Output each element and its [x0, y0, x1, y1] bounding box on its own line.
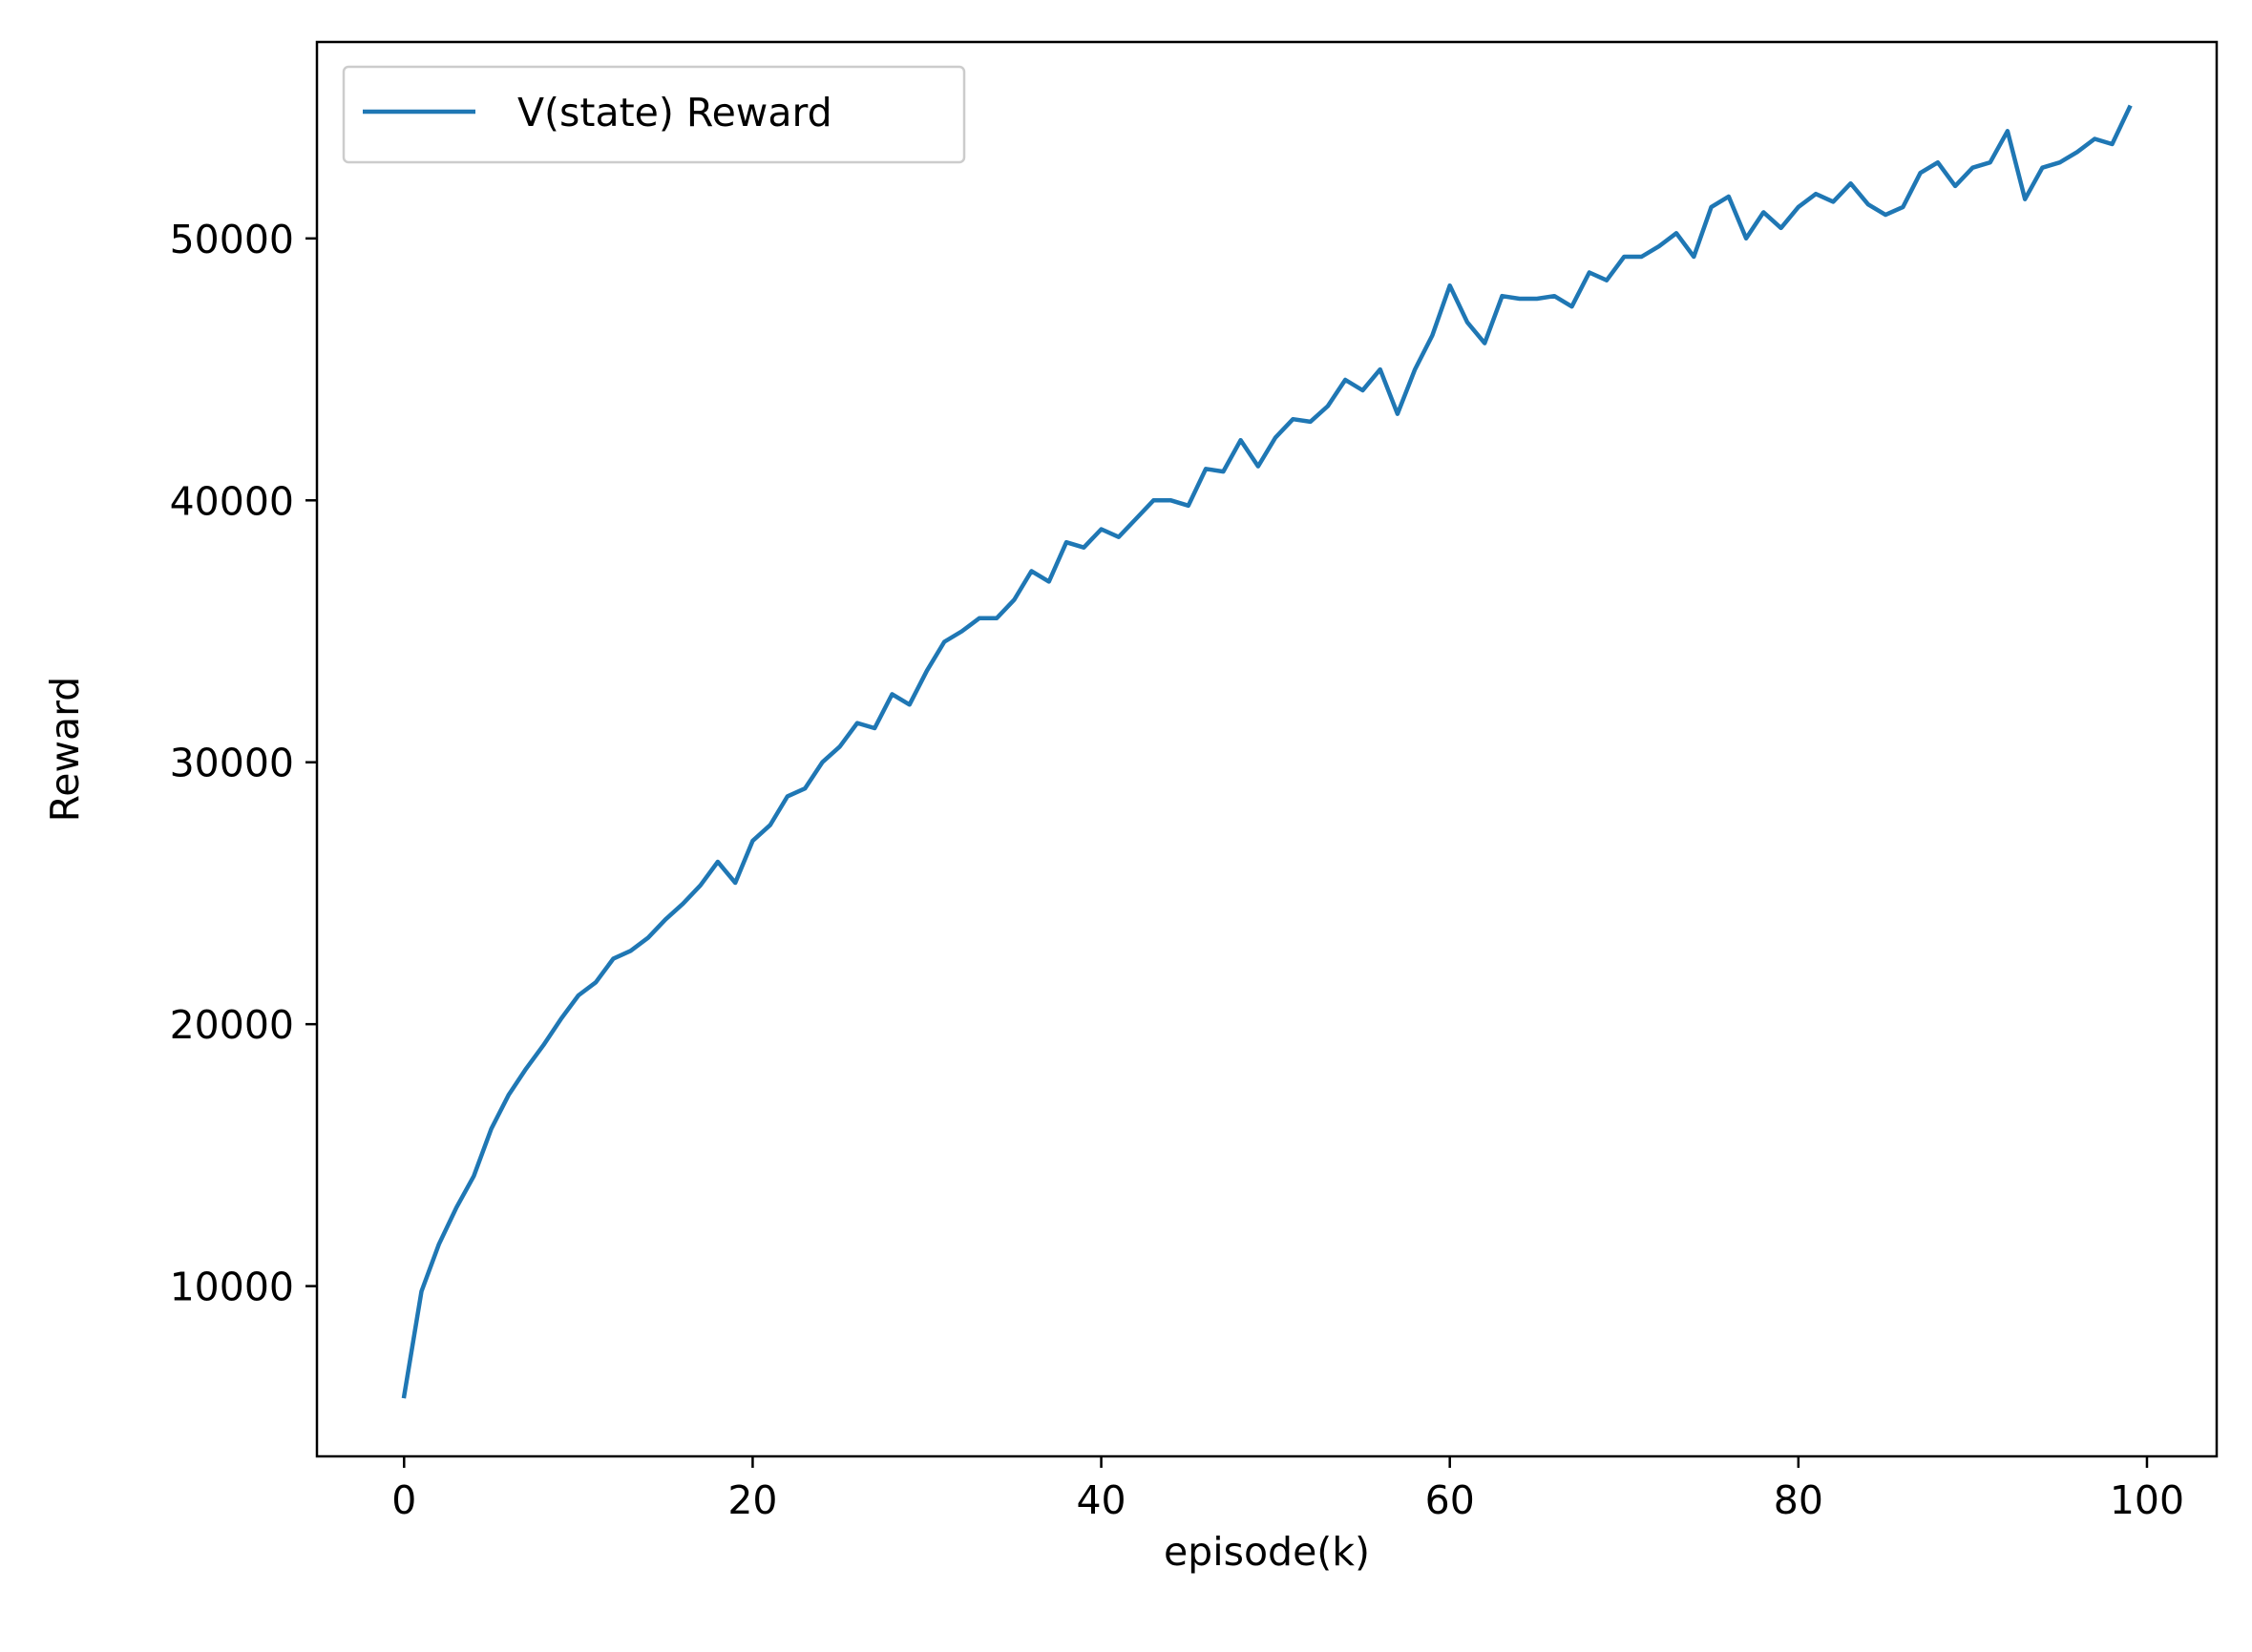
- plot-frame: [315, 40, 2219, 1458]
- x-tick-label: 100: [2110, 1477, 2184, 1523]
- y-tick-label: 50000: [170, 217, 294, 262]
- legend-box: [342, 65, 966, 164]
- x-tick-label: 40: [1076, 1477, 1126, 1523]
- series-line-0: [401, 104, 2133, 1399]
- y-tick-label: 20000: [170, 1002, 294, 1048]
- legend: V(state) Reward: [342, 65, 966, 164]
- x-tick-label: 20: [727, 1477, 777, 1523]
- x-tick-label: 80: [1774, 1477, 1823, 1523]
- x-tick-label: 0: [391, 1477, 416, 1523]
- y-tick-label: 30000: [170, 741, 294, 786]
- x-tick-label: 60: [1425, 1477, 1475, 1523]
- x-axis-label: episode(k): [1164, 1529, 1370, 1575]
- plot-layer: [401, 104, 2133, 1399]
- legend-label: V(state) Reward: [517, 90, 832, 136]
- y-tick-label: 40000: [170, 478, 294, 524]
- y-axis-label: Reward: [42, 677, 88, 823]
- y-tick-label: 10000: [170, 1265, 294, 1310]
- ticks-layer: 0 20 40 60 80 100 10000 20000 30000 40000 50000: [170, 217, 2185, 1523]
